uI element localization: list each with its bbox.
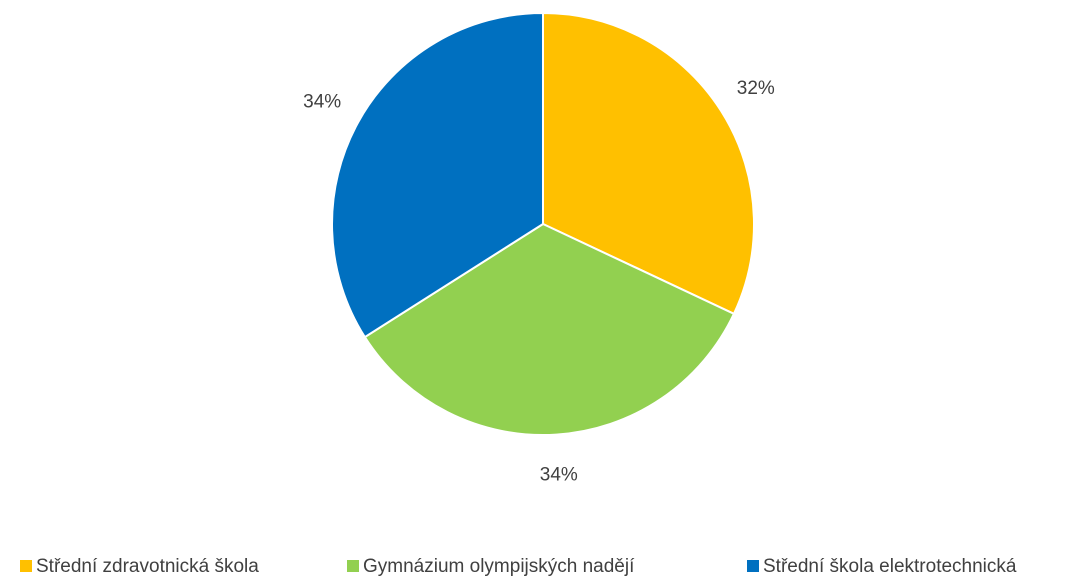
pie-slice bbox=[331, 11, 544, 339]
pie-slice bbox=[542, 11, 755, 316]
legend-swatch bbox=[347, 560, 359, 572]
legend-label: Střední zdravotnická škola bbox=[36, 556, 259, 577]
legend-label: Gymnázium olympijských nadějí bbox=[363, 556, 635, 577]
data-label: 32% bbox=[737, 78, 775, 99]
data-label: 34% bbox=[303, 92, 341, 113]
data-label: 34% bbox=[540, 465, 578, 486]
legend-swatch bbox=[20, 560, 32, 572]
legend-label: Střední škola elektrotechnická bbox=[763, 556, 1017, 577]
pie-slice bbox=[363, 222, 736, 436]
legend-swatch bbox=[747, 560, 759, 572]
